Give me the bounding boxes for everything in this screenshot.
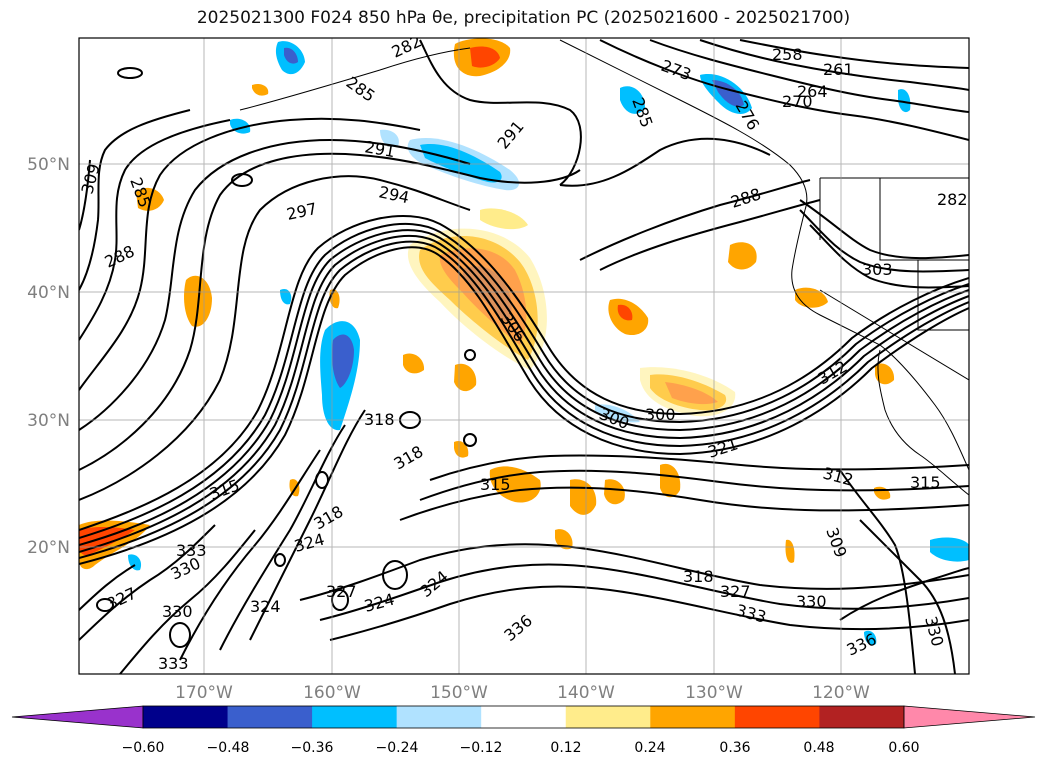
contour-label: 315 (910, 473, 941, 492)
colorbar-segment (565, 706, 651, 728)
colorbar-tick-label: −0.12 (460, 740, 503, 756)
colorbar-segment (481, 706, 567, 728)
contour-label: 270 (782, 92, 813, 111)
colorbar-segment (819, 706, 905, 728)
lat-tick-label: 40°N (27, 283, 70, 303)
contour-label: 330 (796, 592, 827, 611)
colorbar-tick-label: 0.48 (803, 740, 834, 756)
contour-label: 264 (797, 82, 828, 101)
colorbar-tick-label: 0.24 (634, 740, 665, 756)
contour-label: 333 (158, 654, 189, 673)
colorbar-segment (650, 706, 736, 728)
colorbar-segment (11, 705, 144, 729)
lat-tick-labels: 50°N 40°N 30°N 20°N (27, 155, 70, 558)
contour-label: 318 (683, 567, 714, 586)
lat-tick-label: 20°N (27, 538, 70, 558)
contour-label: 282 (937, 190, 968, 209)
lon-tick-label: 130°W (685, 683, 743, 703)
colorbar-tick-label: 0.36 (719, 740, 750, 756)
lon-tick-label: 140°W (557, 683, 615, 703)
contour-label: 258 (772, 45, 803, 64)
colorbar-segment (903, 705, 1036, 729)
lat-tick-label: 50°N (27, 155, 70, 175)
contour-label: 327 (720, 582, 751, 601)
contour-label: 330 (162, 602, 193, 621)
lon-tick-label: 120°W (812, 683, 870, 703)
contour-label: 324 (250, 597, 281, 616)
colorbar-tick-label: −0.24 (376, 740, 419, 756)
map-title: 2025021300 F024 850 hPa θe, precipitatio… (196, 8, 851, 28)
contour-label: 318 (364, 410, 395, 429)
contour-label: 333 (176, 541, 207, 560)
contour-label: 315 (480, 475, 511, 494)
colorbar-tick-label: −0.60 (122, 740, 165, 756)
colorbar-segment (143, 706, 229, 728)
colorbar-segment (227, 706, 313, 728)
plot-frame (78, 37, 970, 675)
precip-fill-layer (79, 38, 969, 646)
colorbar-tick-label: −0.48 (207, 740, 250, 756)
contour-label: 303 (862, 260, 893, 279)
contour-label: 261 (823, 60, 854, 79)
coastlines (239, 39, 969, 496)
colorbar-tick-label: 0.12 (550, 740, 581, 756)
contour-label: 300 (645, 405, 676, 424)
colorbar-tick-label: 0.60 (888, 740, 919, 756)
colorbar-segment (396, 706, 482, 728)
gridlines (79, 38, 969, 674)
lon-tick-label: 160°W (303, 683, 361, 703)
colorbar-segment (312, 706, 398, 728)
lon-tick-labels: 170°W 160°W 150°W 140°W 130°W 120°W (175, 683, 870, 703)
colorbar-segment (734, 706, 820, 728)
lon-tick-label: 170°W (175, 683, 233, 703)
colorbar-tick-label: −0.36 (291, 740, 334, 756)
lon-tick-label: 150°W (430, 683, 488, 703)
lat-tick-label: 30°N (27, 411, 70, 431)
colorbar-tick-labels: −0.60 −0.48 −0.36 −0.24 −0.12 0.12 0.24 … (122, 740, 920, 756)
colorbar (11, 705, 1036, 729)
contour-label: 327 (326, 582, 357, 601)
colorbar-frame (142, 705, 905, 729)
